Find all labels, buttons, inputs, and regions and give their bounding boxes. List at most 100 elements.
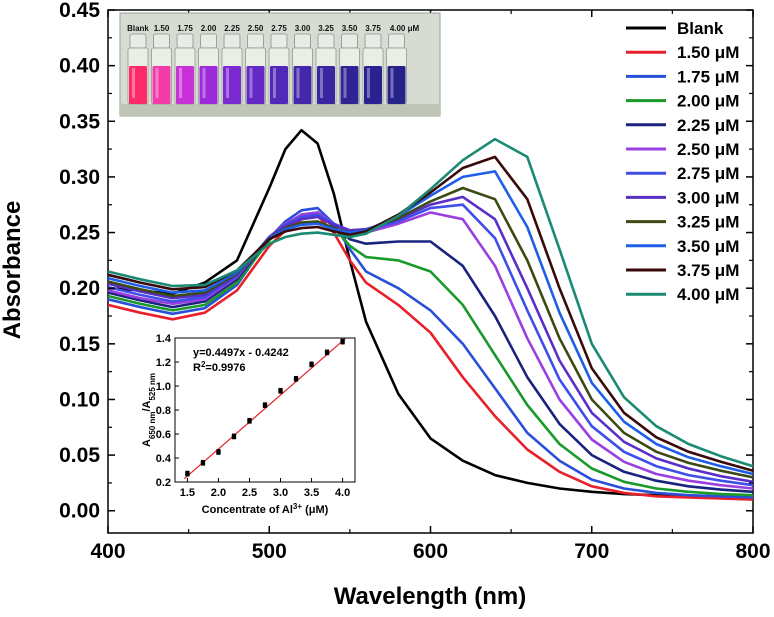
vial-label-5: 2.50 bbox=[248, 24, 264, 33]
series-line-4 bbox=[107, 211, 754, 494]
vial-solution bbox=[387, 66, 406, 104]
legend-label-11: 4.00 μM bbox=[677, 285, 739, 304]
y-tick-label: 0.30 bbox=[59, 166, 100, 189]
series-line-3 bbox=[107, 211, 754, 497]
vial-label-8: 3.25 bbox=[318, 24, 334, 33]
inset-fit-line bbox=[183, 337, 347, 480]
legend-label-8: 3.25 μM bbox=[677, 213, 739, 232]
vial-highlight bbox=[343, 68, 347, 98]
y-tick-label: 0.00 bbox=[59, 500, 100, 523]
y-tick-label: 0.40 bbox=[59, 55, 100, 78]
vial-cap bbox=[176, 33, 194, 49]
vial-cap bbox=[341, 33, 358, 49]
legend-label-10: 3.75 μM bbox=[677, 261, 739, 280]
vial-highlight bbox=[320, 68, 323, 98]
legend-label-0: Blank bbox=[677, 19, 724, 38]
inset-x-label: Concentrate of Al3+ (μM) bbox=[202, 502, 329, 517]
legend-label-2: 1.75 μM bbox=[677, 67, 739, 86]
calibration-inset: 1.5 2.0 2.5 3.0 3.5 4.00.20.40.60.81.01.21.4 … bbox=[141, 333, 356, 517]
vial-highlight bbox=[226, 68, 229, 98]
y-axis-label: Absorbance bbox=[0, 201, 26, 340]
vial-cap bbox=[247, 33, 264, 49]
inset-y-tick-label: 1.4 bbox=[156, 333, 172, 345]
legend: Blank 1.50 μM 1.75 μM 2.00 μM 2.25 μM 2.50 μM… bbox=[626, 19, 739, 304]
vial-highlight bbox=[155, 68, 159, 98]
inset-data-point bbox=[324, 350, 330, 355]
vial-label-2: 1.75 bbox=[177, 24, 193, 33]
main-axis-ticks: 400 500 600 700 800 0.00 0.05 0.10 0.15 0.20 0.25 0… bbox=[59, 0, 770, 563]
vial-solution bbox=[317, 66, 335, 104]
legend-label-5: 2.50 μM bbox=[677, 140, 739, 159]
inset-data-point bbox=[262, 403, 268, 408]
vial-label-1: 1.50 bbox=[154, 24, 170, 33]
inset-x-tick-label: 2.0 bbox=[211, 487, 226, 499]
vial-label-9: 3.50 bbox=[342, 24, 358, 33]
inset-data-point bbox=[309, 362, 314, 367]
inset-y-label: A650 nm/A525 nm bbox=[141, 373, 157, 447]
vial-label-3: 2.00 bbox=[201, 24, 217, 33]
vial-highlight bbox=[296, 68, 300, 98]
vial-cap bbox=[364, 33, 382, 49]
vial-label-11: 4.00 μM bbox=[390, 24, 420, 33]
vial-solution bbox=[340, 66, 359, 104]
vial-solution bbox=[129, 66, 147, 104]
vial-cap bbox=[317, 33, 335, 49]
inset-x-tick-label: 3.0 bbox=[273, 487, 288, 499]
vial-solution bbox=[223, 66, 241, 104]
vial-cap bbox=[388, 33, 405, 49]
vial-solution bbox=[270, 66, 288, 104]
inset-x-tick-label: 4.0 bbox=[335, 487, 350, 499]
legend-label-1: 1.50 μM bbox=[677, 43, 739, 62]
x-tick-label: 700 bbox=[574, 540, 609, 563]
y-tick-label: 0.15 bbox=[59, 333, 100, 356]
legend-label-7: 3.00 μM bbox=[677, 188, 739, 207]
main-series-lines bbox=[107, 128, 754, 501]
vial-highlight bbox=[249, 68, 253, 98]
inset-data-point bbox=[278, 388, 283, 393]
inset-y-tick-label: 0.6 bbox=[156, 429, 171, 441]
y-tick-label: 0.05 bbox=[59, 444, 100, 467]
series-line-1 bbox=[107, 214, 754, 501]
inset-r-squared: R2=0.9976 bbox=[193, 360, 245, 375]
vial-label-10: 3.75 bbox=[365, 24, 381, 33]
inset-y-tick-label: 0.8 bbox=[156, 405, 171, 417]
vial-highlight bbox=[132, 68, 135, 98]
vial-highlight bbox=[179, 68, 182, 98]
vial-highlight bbox=[367, 68, 370, 98]
inset-data-point bbox=[185, 471, 190, 476]
vial-cap bbox=[294, 33, 311, 49]
inset-equation: y=0.4497x - 0.4242 bbox=[193, 347, 289, 359]
x-tick-label: 400 bbox=[90, 540, 125, 563]
vial-solution bbox=[293, 66, 312, 104]
vial-cap bbox=[129, 33, 147, 49]
inset-data-point bbox=[247, 418, 252, 423]
x-tick-label: 500 bbox=[252, 540, 287, 563]
vial-cap bbox=[223, 33, 241, 49]
vial-highlight bbox=[273, 68, 276, 98]
x-tick-label: 800 bbox=[735, 540, 770, 563]
legend-label-3: 2.00 μM bbox=[677, 92, 739, 111]
vial-solution bbox=[176, 66, 194, 104]
inset-x-tick-label: 2.5 bbox=[242, 487, 257, 499]
vial-label-6: 2.75 bbox=[271, 24, 287, 33]
inset-data-point bbox=[340, 339, 345, 344]
inset-x-tick-label: 1.5 bbox=[180, 487, 195, 499]
inset-axis-ticks: 1.5 2.0 2.5 3.0 3.5 4.0 0.2 0.4 0.6 0.8 1.0 1.2 1.4 bbox=[156, 333, 351, 499]
x-axis-label: Wavelength (nm) bbox=[334, 583, 526, 610]
y-tick-label: 0.25 bbox=[59, 222, 100, 245]
vial-cap bbox=[200, 33, 217, 49]
vial-solution bbox=[199, 66, 218, 104]
inset-data-point bbox=[231, 434, 237, 439]
legend-label-6: 2.75 μM bbox=[677, 164, 739, 183]
vial-solution bbox=[152, 66, 171, 104]
vial-highlight bbox=[202, 68, 206, 98]
inset-data-marks bbox=[183, 337, 347, 480]
inset-x-tick-label: 3.5 bbox=[304, 487, 319, 499]
series-line-2 bbox=[107, 206, 754, 499]
inset-y-tick-label: 0.2 bbox=[156, 477, 171, 489]
vial-solution bbox=[364, 66, 382, 104]
legend-label-4: 2.25 μM bbox=[677, 116, 739, 135]
series-line-11 bbox=[107, 137, 754, 468]
